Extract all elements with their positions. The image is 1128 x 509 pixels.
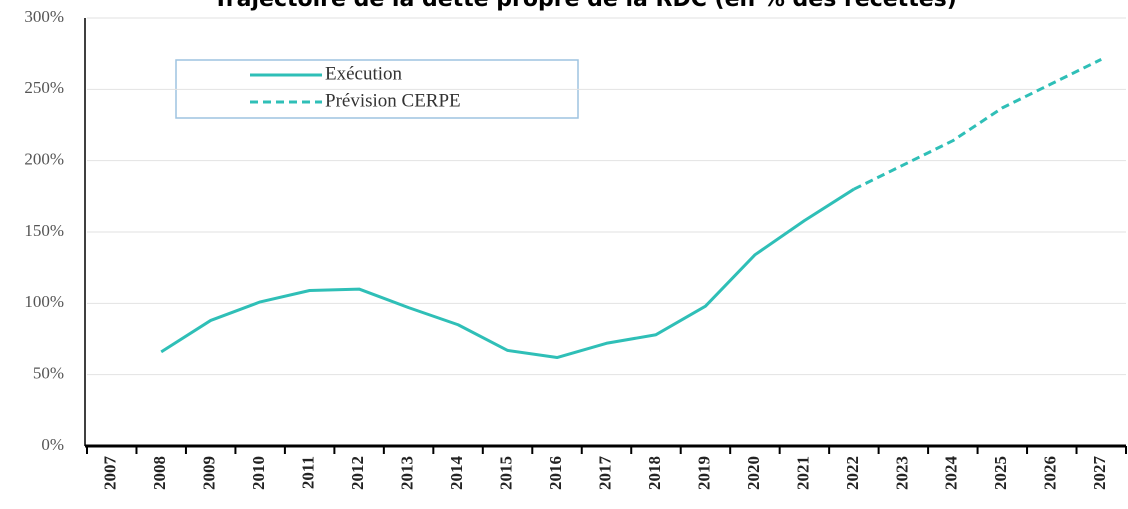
x-tick-label: 2020 bbox=[744, 456, 763, 490]
x-tick-label: 2009 bbox=[200, 456, 219, 490]
x-tick-label: 2015 bbox=[496, 456, 515, 490]
x-tick-label: 2027 bbox=[1090, 456, 1109, 491]
x-tick-label: 2017 bbox=[595, 456, 614, 491]
x-tick-label: 2025 bbox=[991, 456, 1010, 490]
x-tick-label: 2026 bbox=[1041, 456, 1060, 490]
y-tick-label: 250% bbox=[24, 78, 64, 97]
x-tick-label: 2014 bbox=[447, 456, 466, 491]
x-tick-label: 2010 bbox=[249, 456, 268, 490]
y-tick-label: 100% bbox=[24, 292, 64, 311]
y-tick-label: 0% bbox=[41, 435, 64, 454]
y-tick-label: 300% bbox=[24, 7, 64, 26]
x-tick-label: 2013 bbox=[398, 456, 417, 490]
x-tick-label: 2021 bbox=[793, 456, 812, 490]
x-tick-label: 2018 bbox=[645, 456, 664, 490]
y-tick-label: 150% bbox=[24, 221, 64, 240]
x-tick-label: 2012 bbox=[348, 456, 367, 490]
line bbox=[853, 58, 1102, 191]
x-tick-label: 2011 bbox=[299, 456, 318, 489]
x-tick-label: 2019 bbox=[694, 456, 713, 490]
x-tick-label: 2016 bbox=[546, 456, 565, 490]
y-tick-label: 50% bbox=[33, 364, 64, 383]
y-tick-label: 200% bbox=[24, 150, 64, 169]
x-tick-label: 2023 bbox=[892, 456, 911, 490]
x-tick-label: 2007 bbox=[101, 456, 120, 491]
x-tick-label: 2008 bbox=[150, 456, 169, 490]
x-tick-label: 2024 bbox=[942, 456, 961, 491]
legend-label: Prévision CERPE bbox=[325, 90, 461, 111]
x-tick-label: 2022 bbox=[843, 456, 862, 490]
legend-label: Exécution bbox=[325, 63, 403, 84]
line bbox=[160, 187, 855, 360]
chart-title: Trajectoire de la dette propre de la RDC… bbox=[213, 0, 957, 12]
